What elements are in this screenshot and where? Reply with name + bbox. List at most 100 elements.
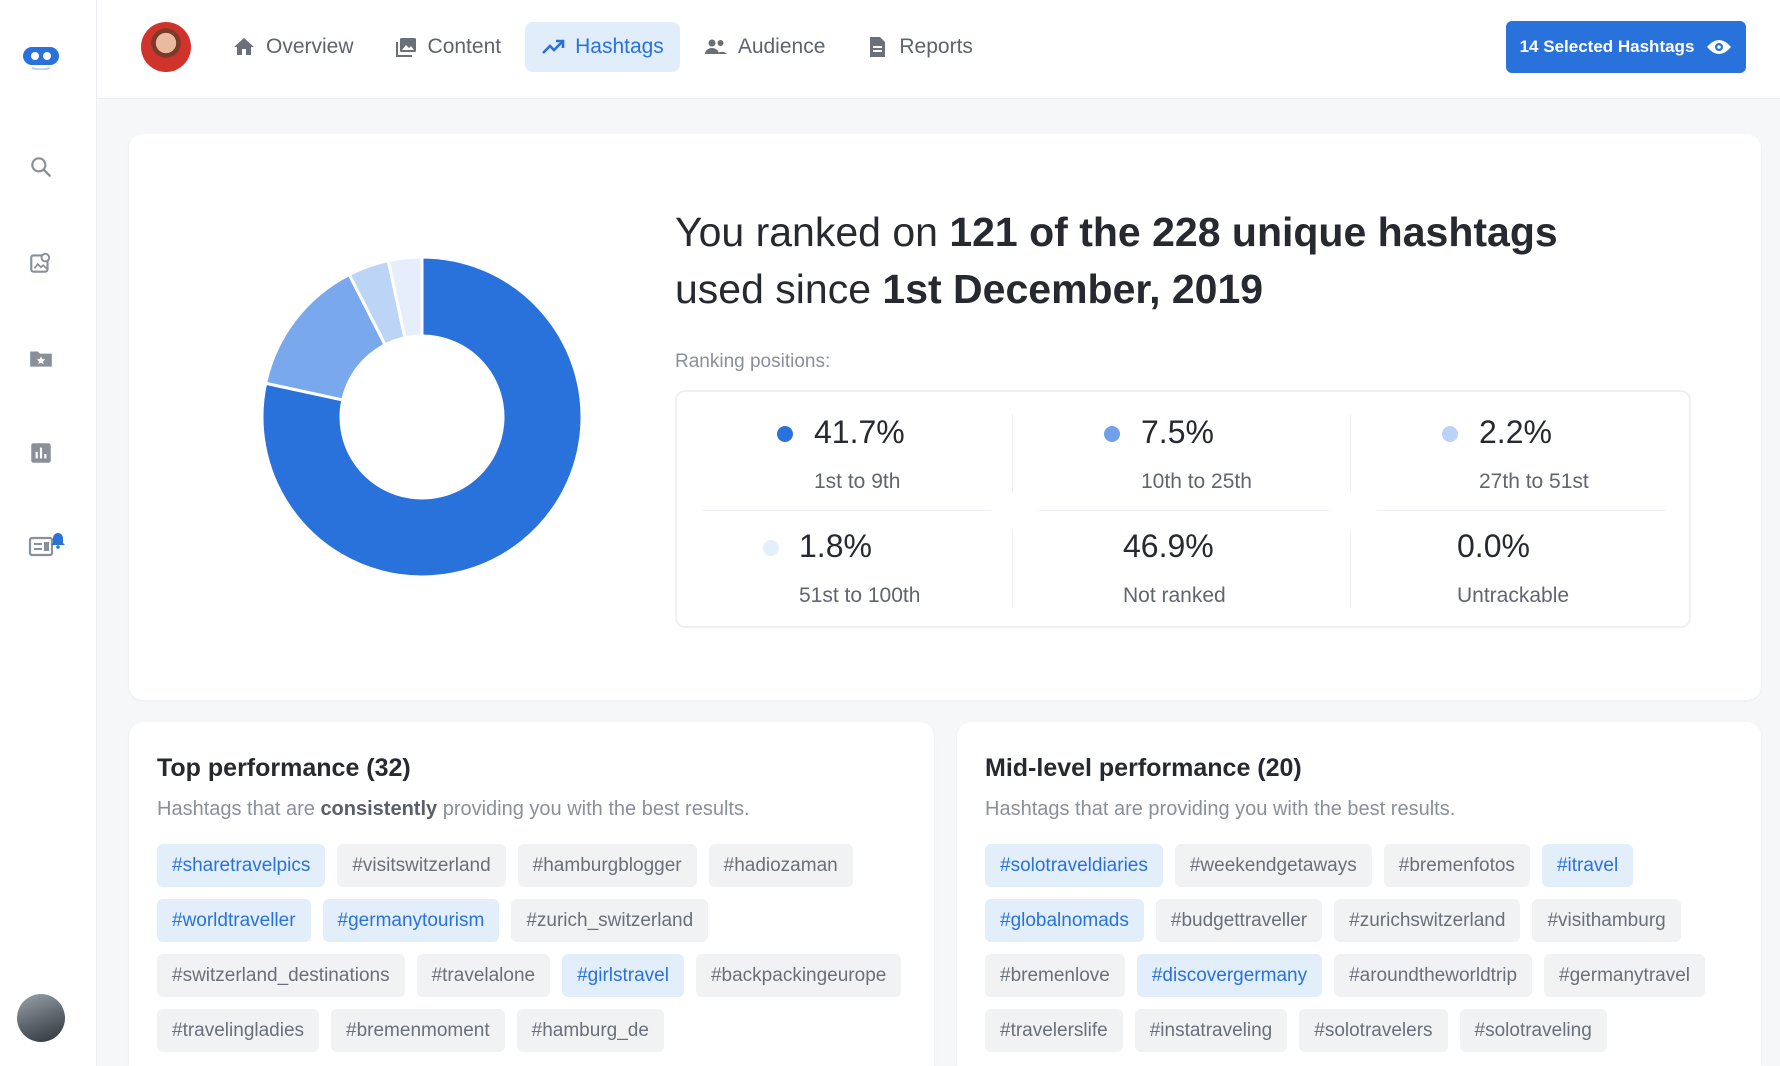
divider (1039, 510, 1329, 511)
hashtag-chip[interactable]: #aroundtheworldtrip (1334, 954, 1533, 997)
subtitle-part: Hashtags that are (157, 798, 321, 820)
people-icon (704, 39, 727, 54)
stat-label: Not ranked (1123, 584, 1226, 607)
headline-part: used since (675, 266, 883, 312)
stat-value: 0.0% (1457, 528, 1530, 564)
hashtag-chip[interactable]: #hadiozaman (708, 844, 853, 887)
tab-hashtags[interactable]: Hashtags (525, 22, 680, 72)
tab-audience[interactable]: Audience (688, 22, 842, 72)
divider (1012, 414, 1013, 492)
stat-27th-to-51st: 2.2% 27th to 51st (1442, 392, 1742, 493)
donut-slice-51st-to-100th (386, 255, 424, 340)
ranking-summary-card: You ranked on 121 of the 228 unique hash… (129, 134, 1761, 700)
tab-reports[interactable]: Reports (849, 22, 989, 72)
stat-value: 7.5% (1141, 414, 1214, 450)
hashtag-chip[interactable]: #zurichswitzerland (1334, 899, 1521, 942)
hashtag-chip[interactable]: #zurich_switzerland (511, 899, 709, 942)
top-performance-tags: #sharetravelpics #visitswitzerland #hambur… (157, 844, 917, 1052)
hashtag-chip[interactable]: #hamburgblogger (517, 844, 697, 887)
selected-hashtags-label: 14 Selected Hashtags (1519, 37, 1695, 56)
eye-icon (1707, 40, 1732, 54)
hashtag-chip[interactable]: #itravel (1541, 844, 1634, 887)
headline-part: You ranked on (675, 209, 950, 255)
folder-star-icon[interactable] (28, 345, 54, 371)
stat-not-ranked: 46.9% Not ranked (1123, 506, 1423, 607)
hashtag-chip[interactable]: #bremenmoment (331, 1009, 505, 1052)
hashtag-chip[interactable]: #budgettraveller (1155, 899, 1323, 942)
stat-value: 46.9% (1123, 528, 1214, 564)
hashtag-chip[interactable]: #instatraveling (1134, 1009, 1288, 1052)
top-bar: Overview Content Hashtags Audience Repor… (97, 0, 1780, 99)
hashtag-chip[interactable]: #visitswitzerland (337, 844, 506, 887)
mid-performance-title: Mid-level performance (20) (985, 754, 1302, 782)
document-icon (870, 37, 886, 57)
hashtag-chip[interactable]: #solotravelers (1299, 1009, 1448, 1052)
legend-dot (1104, 426, 1120, 442)
ranking-positions-label: Ranking positions: (675, 351, 831, 372)
ranking-headline: You ranked on 121 of the 228 unique hash… (675, 204, 1575, 318)
stat-10th-to-25th: 7.5% 10th to 25th (1104, 392, 1404, 493)
hashtag-chip[interactable]: #travelingladies (157, 1009, 320, 1052)
top-performance-card: Top performance (32) Hashtags that are c… (129, 722, 934, 1066)
headline-date: 1st December, 2019 (882, 266, 1264, 312)
stat-label: Untrackable (1457, 584, 1570, 607)
subtitle-part: providing you with the best results. (437, 798, 750, 820)
stat-value: 41.7% (814, 414, 905, 450)
hashtag-chip[interactable]: #backpackingeurope (695, 954, 902, 997)
stat-label: 27th to 51st (1479, 470, 1589, 493)
news-alert-icon[interactable] (28, 526, 68, 560)
search-icon[interactable] (28, 154, 54, 180)
hashtag-chip[interactable]: #worldtraveller (157, 899, 311, 942)
tab-content[interactable]: Content (378, 22, 518, 72)
hashtag-chip[interactable]: #weekendgetaways (1174, 844, 1372, 887)
selected-hashtags-button[interactable]: 14 Selected Hashtags (1506, 21, 1746, 73)
hashtag-chip[interactable]: #sharetravelpics (157, 844, 326, 887)
hashtag-chip[interactable]: #solotraveling (1459, 1009, 1607, 1052)
mid-performance-subtitle: Hashtags that are providing you with the… (985, 798, 1456, 820)
hashtag-chip[interactable]: #girlstravel (562, 954, 684, 997)
logo-icon[interactable] (22, 44, 60, 70)
subtitle-emphasis: consistently (320, 798, 438, 820)
hashtag-chip[interactable]: #visithamburg (1532, 899, 1681, 942)
divider (1012, 530, 1013, 608)
hashtag-chip[interactable]: #globalnomads (985, 899, 1144, 942)
tab-label: Content (427, 35, 502, 58)
legend-dot (1442, 426, 1458, 442)
user-avatar[interactable] (17, 994, 65, 1042)
hashtag-chip[interactable]: #bremenfotos (1383, 844, 1530, 887)
stat-label: 10th to 25th (1141, 470, 1252, 493)
hashtag-chip[interactable]: #bremenlove (985, 954, 1125, 997)
mid-performance-card: Mid-level performance (20) Hashtags that… (957, 722, 1761, 1066)
ranking-donut-chart (260, 255, 584, 579)
ranking-stats-box: 41.7% 1st to 9th 7.5% 10th to 25th 2.2% … (675, 390, 1691, 628)
tab-overview[interactable]: Overview (216, 22, 370, 72)
bar-chart-icon[interactable] (28, 440, 54, 466)
stat-label: 51st to 100th (799, 584, 921, 607)
top-performance-subtitle: Hashtags that are consistently providing… (157, 798, 750, 821)
tab-label: Reports (899, 35, 973, 58)
hashtag-chip[interactable]: #solotraveldiaries (985, 844, 1163, 887)
profile-avatar[interactable] (141, 22, 191, 72)
legend-dot (777, 426, 793, 442)
stat-1st-to-9th: 41.7% 1st to 9th (777, 392, 1077, 493)
top-performance-title: Top performance (32) (157, 754, 411, 782)
profile-search-icon[interactable] (28, 250, 54, 276)
divider (1350, 414, 1351, 492)
home-icon (234, 38, 254, 55)
hashtag-chip[interactable]: #discovergermany (1136, 954, 1323, 997)
stat-value: 2.2% (1479, 414, 1552, 450)
hashtag-chip[interactable]: #germanytravel (1544, 954, 1705, 997)
divider (701, 510, 991, 511)
headline-count: 121 of the 228 unique hashtags (949, 209, 1558, 255)
divider (1377, 510, 1667, 511)
stat-untrackable: 0.0% Untrackable (1457, 506, 1757, 607)
hashtag-chip[interactable]: #hamburg_de (516, 1009, 664, 1052)
divider (1350, 530, 1351, 608)
hashtag-chip[interactable]: #germanytourism (322, 899, 500, 942)
sidebar (0, 0, 97, 1066)
stat-value: 1.8% (799, 528, 872, 564)
image-icon (395, 38, 416, 57)
hashtag-chip[interactable]: #travelerslife (985, 1009, 1123, 1052)
hashtag-chip[interactable]: #switzerland_destinations (157, 954, 405, 997)
hashtag-chip[interactable]: #travelalone (416, 954, 551, 997)
